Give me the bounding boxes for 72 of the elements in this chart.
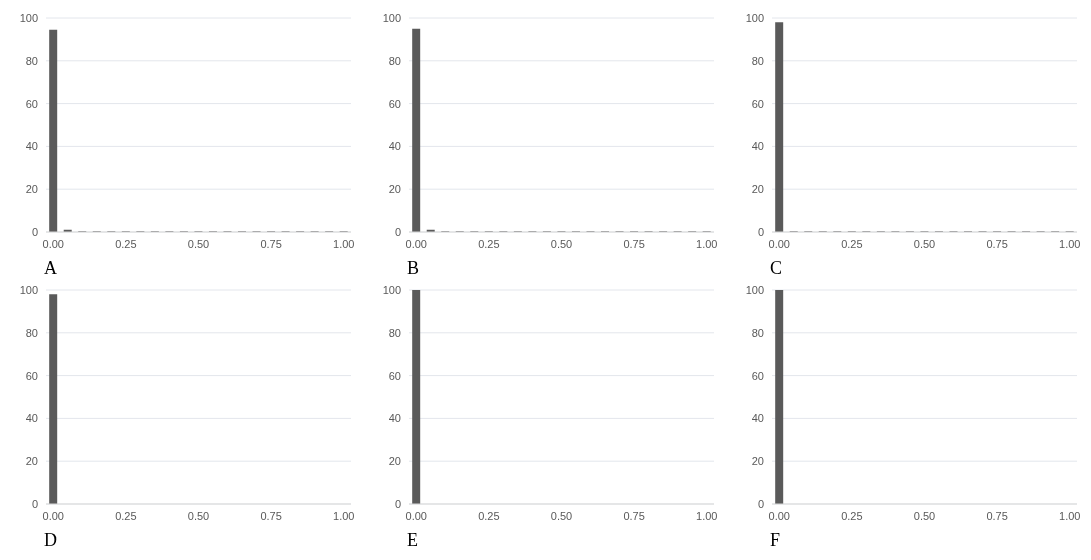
x-tick-label: 1.00 bbox=[333, 237, 355, 250]
x-tick-label: 1.00 bbox=[696, 509, 718, 522]
text: E bbox=[407, 530, 418, 551]
x-tick-label: 0.75 bbox=[260, 509, 282, 522]
y-tick-label: 20 bbox=[751, 455, 764, 468]
text: A bbox=[44, 258, 57, 279]
x-tick-label: 0.00 bbox=[405, 237, 427, 250]
y-tick-label: 100 bbox=[382, 283, 401, 296]
text: F bbox=[770, 530, 781, 551]
x-tick-label: 0.00 bbox=[42, 237, 64, 250]
x-tick-label: 0.50 bbox=[550, 237, 573, 250]
y-tick-label: 60 bbox=[388, 369, 401, 382]
x-tick-label: 0.75 bbox=[260, 237, 282, 250]
y-tick-label: 0 bbox=[757, 225, 764, 238]
y-tick-label: 40 bbox=[25, 140, 38, 153]
x-tick-label: 1.00 bbox=[696, 237, 718, 250]
x-tick-label: 0.00 bbox=[405, 509, 427, 522]
y-tick-label: 20 bbox=[388, 455, 401, 468]
x-tick-label: 0.25 bbox=[841, 237, 863, 250]
y-tick-label: 0 bbox=[31, 225, 38, 238]
x-tick-label: 0.25 bbox=[115, 509, 137, 522]
y-tick-label: 100 bbox=[745, 11, 764, 24]
y-tick-label: 80 bbox=[388, 326, 401, 339]
y-tick-label: 40 bbox=[388, 140, 401, 153]
x-tick-label: 1.00 bbox=[333, 509, 355, 522]
y-tick-label: 60 bbox=[751, 369, 764, 382]
y-tick-label: 0 bbox=[31, 497, 38, 510]
y-tick-label: 60 bbox=[388, 97, 401, 110]
y-tick-label: 20 bbox=[751, 183, 764, 196]
text: C bbox=[770, 258, 783, 279]
x-tick-label: 1.00 bbox=[1059, 509, 1081, 522]
y-tick-label: 40 bbox=[25, 412, 38, 425]
x-tick-label: 0.50 bbox=[913, 509, 936, 522]
text: D bbox=[44, 530, 57, 551]
y-tick-label: 100 bbox=[19, 11, 38, 24]
x-tick-label: 0.25 bbox=[841, 509, 863, 522]
y-tick-label: 80 bbox=[388, 54, 401, 67]
x-tick-label: 0.75 bbox=[986, 237, 1008, 250]
y-tick-label: 100 bbox=[19, 283, 38, 296]
y-tick-label: 40 bbox=[751, 412, 764, 425]
y-tick-label: 20 bbox=[25, 455, 38, 468]
x-tick-label: 0.25 bbox=[478, 509, 500, 522]
y-tick-label: 0 bbox=[757, 497, 764, 510]
y-tick-label: 40 bbox=[388, 412, 401, 425]
y-tick-label: 80 bbox=[25, 326, 38, 339]
x-tick-label: 0.75 bbox=[623, 509, 645, 522]
x-tick-label: 0.50 bbox=[187, 237, 210, 250]
text: B bbox=[407, 258, 420, 279]
x-tick-label: 0.50 bbox=[187, 509, 210, 522]
x-tick-label: 0.00 bbox=[768, 237, 790, 250]
x-tick-label: 1.00 bbox=[1059, 237, 1081, 250]
x-tick-label: 0.00 bbox=[768, 509, 790, 522]
y-tick-label: 60 bbox=[25, 97, 38, 110]
x-tick-label: 0.75 bbox=[623, 237, 645, 250]
x-tick-label: 0.25 bbox=[478, 237, 500, 250]
y-tick-label: 60 bbox=[751, 97, 764, 110]
y-tick-label: 60 bbox=[25, 369, 38, 382]
y-tick-label: 0 bbox=[394, 497, 401, 510]
y-tick-label: 80 bbox=[751, 54, 764, 67]
y-tick-label: 0 bbox=[394, 225, 401, 238]
y-tick-label: 100 bbox=[745, 283, 764, 296]
y-tick-label: 40 bbox=[751, 140, 764, 153]
x-tick-label: 0.75 bbox=[986, 509, 1008, 522]
y-tick-label: 20 bbox=[388, 183, 401, 196]
x-tick-label: 0.25 bbox=[115, 237, 137, 250]
y-tick-label: 20 bbox=[25, 183, 38, 196]
y-tick-label: 80 bbox=[25, 54, 38, 67]
y-tick-label: 100 bbox=[382, 11, 401, 24]
x-tick-label: 0.50 bbox=[913, 237, 936, 250]
x-tick-label: 0.00 bbox=[42, 509, 64, 522]
x-tick-label: 0.50 bbox=[550, 509, 573, 522]
y-tick-label: 80 bbox=[751, 326, 764, 339]
